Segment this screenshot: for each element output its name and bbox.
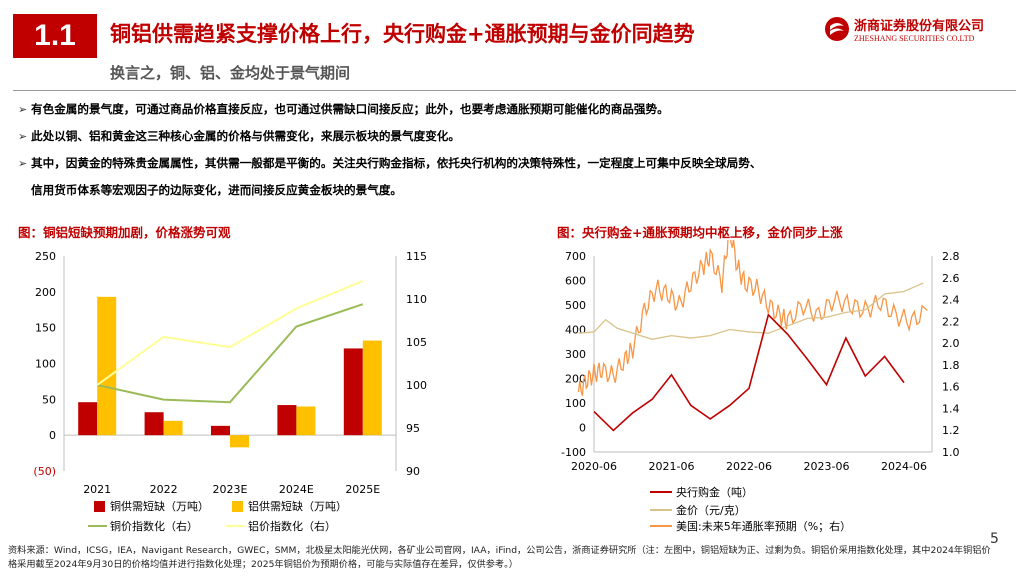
y-right-tick-label: 2.6	[942, 272, 960, 285]
copper-shortage-bar	[343, 348, 363, 436]
y-right-tick-label: 100	[406, 379, 427, 392]
legend-label: 铜供需短缺（万吨）	[110, 499, 209, 513]
bullet-item: ➢ 有色金属的景气度，可通过商品价格直接反应，也可通过供需缺口间接反应；此外，也要…	[18, 96, 1018, 123]
y-right-tick-label: 115	[406, 250, 427, 263]
copper-shortage-bar	[144, 412, 164, 436]
legend-label: 央行购金（吨）	[676, 485, 753, 499]
x-tick-label: 2024-06	[881, 460, 927, 473]
bullet-text: 信用货币体系等宏观因子的边际变化，进而间接反应黄金板块的景气度。	[31, 183, 403, 197]
y-right-tick-label: 1.0	[942, 446, 960, 459]
y-left-tick-label: 700	[565, 250, 586, 263]
y-right-tick-label: 2.2	[942, 315, 960, 328]
y-right-tick-label: 1.8	[942, 359, 960, 372]
y-left-tick-label: 0	[579, 422, 586, 435]
legend-label: 铜价指数化（右）	[110, 519, 198, 533]
company-logo: 浙商证券股份有限公司 ZHESHANG SECURITIES CO.LTD	[824, 14, 1014, 50]
page-number: 5	[990, 531, 999, 547]
bullet-text: 其中，因黄金的特殊贵金属属性，其供需一般都是平衡的。关注央行购金指标，依托央行机…	[31, 156, 762, 170]
y-left-tick-label: 200	[565, 373, 586, 386]
inflation-expectation-line	[577, 240, 928, 396]
aluminum-shortage-bar	[362, 340, 382, 436]
y-left-tick-label: 300	[565, 348, 586, 361]
arrow-bullet-icon: ➢	[18, 103, 28, 116]
x-tick-label: 2021-06	[649, 460, 695, 473]
copper-shortage-bar	[211, 425, 230, 436]
bullet-item: ➢ 此处以铜、铝和黄金这三种核心金属的价格与供需变化，来展示板块的景气度变化。	[18, 123, 1018, 150]
y-right-tick-label: 105	[406, 336, 427, 349]
copper-shortage-bar	[78, 402, 98, 436]
y-right-tick-label: 2.8	[942, 250, 960, 263]
aluminum-index-line	[96, 280, 364, 386]
y-left-tick-label: 600	[565, 275, 586, 288]
x-tick-label: 2022-06	[726, 460, 772, 473]
legend-label: 金价（元/克）	[676, 503, 746, 517]
bullet-text: 有色金属的景气度，可通过商品价格直接反应，也可通过供需缺口间接反应；此外，也要考…	[31, 102, 669, 116]
x-category-label: 2023E	[213, 483, 248, 496]
bullet-item: ➢ 其中，因黄金的特殊贵金属属性，其供需一般都是平衡的。关注央行购金指标，依托央行…	[18, 150, 1018, 177]
y-right-tick-label: 2.0	[942, 337, 960, 350]
x-category-label: 2024E	[279, 483, 314, 496]
gold-price-line	[578, 282, 924, 340]
aluminum-shortage-bar	[230, 435, 249, 448]
legend-label: 美国:未来5年通胀率预期（%；右）	[676, 519, 851, 533]
x-category-label: 2025E	[345, 483, 380, 496]
y-right-tick-label: 2.4	[942, 294, 960, 307]
section-number-badge: 1.1	[13, 14, 97, 58]
y-left-tick-label: 400	[565, 324, 586, 337]
logo-english-name: ZHESHANG SECURITIES CO.LTD	[854, 34, 975, 43]
bullet-list: ➢ 有色金属的景气度，可通过商品价格直接反应，也可通过供需缺口间接反应；此外，也要…	[18, 96, 1018, 203]
y-left-tick-label: 150	[35, 322, 56, 335]
y-left-tick-label: 100	[35, 358, 56, 371]
y-right-tick-label: 95	[406, 422, 420, 435]
arrow-bullet-icon: ➢	[18, 130, 28, 143]
logo-chinese-name: 浙商证券股份有限公司	[854, 19, 985, 34]
y-left-tick-label: 500	[565, 299, 586, 312]
aluminum-shortage-bar	[296, 406, 316, 436]
page-title: 铜铝供需趋紧支撑价格上行，央行购金+通胀预期与金价同趋势	[110, 22, 695, 46]
bullet-continuation: 信用货币体系等宏观因子的边际变化，进而间接反应黄金板块的景气度。	[18, 177, 1018, 203]
aluminum-shortage-bar	[97, 296, 117, 436]
gold-inflation-chart: 700 600 500 400 300 200 100 0 -100 2.8 2.6 2.4 2.2 2.…	[561, 240, 960, 533]
y-left-tick-label: 50	[42, 393, 56, 406]
shortage-price-chart: 250 200 150 100 50 0 (50) 115 110 105 100 95 90 2021 2…	[33, 250, 427, 533]
page-subtitle: 换言之，铜、铝、金均处于景气期间	[110, 64, 351, 82]
title-divider	[13, 90, 1016, 91]
aluminum-shortage-bar	[163, 420, 183, 436]
right-chart-caption: 图：央行购金+通胀预期均中枢上移，金价同步上涨	[557, 225, 843, 240]
legend-label: 铝供需短缺（万吨）	[248, 499, 347, 513]
legend-label: 铝价指数化（右）	[248, 519, 336, 533]
central-bank-gold-line	[593, 313, 905, 432]
legend-swatch	[232, 501, 243, 512]
copper-index-line	[96, 303, 364, 404]
y-left-tick-label: 200	[35, 286, 56, 299]
x-tick-label: 2020-06	[571, 460, 617, 473]
source-footnote: 资料来源：Wind，ICSG，IEA，Navigant Research，GWE…	[8, 545, 991, 570]
y-left-tick-label: 250	[35, 250, 56, 263]
arrow-bullet-icon: ➢	[18, 157, 28, 170]
y-right-tick-label: 1.4	[942, 402, 960, 415]
y-right-tick-label: 110	[406, 293, 427, 306]
x-category-label: 2022	[150, 483, 178, 496]
y-right-tick-label: 1.6	[942, 381, 960, 394]
y-left-tick-label: -100	[561, 446, 586, 459]
y-right-tick-label: 90	[406, 465, 420, 478]
bullet-text: 此处以铜、铝和黄金这三种核心金属的价格与供需变化，来展示板块的景气度变化。	[31, 129, 460, 143]
y-left-tick-label: 0	[49, 429, 56, 442]
copper-shortage-bar	[277, 405, 297, 436]
logo-emblem-icon	[825, 17, 849, 41]
y-left-tick-label: 100	[565, 397, 586, 410]
x-category-label: 2021	[83, 483, 111, 496]
y-left-tick-label: (50)	[33, 465, 56, 478]
y-right-tick-label: 1.2	[942, 424, 960, 437]
legend-swatch	[94, 501, 105, 512]
left-chart-caption: 图：铜铝短缺预期加剧，价格涨势可观	[18, 225, 231, 240]
x-tick-label: 2023-06	[804, 460, 850, 473]
